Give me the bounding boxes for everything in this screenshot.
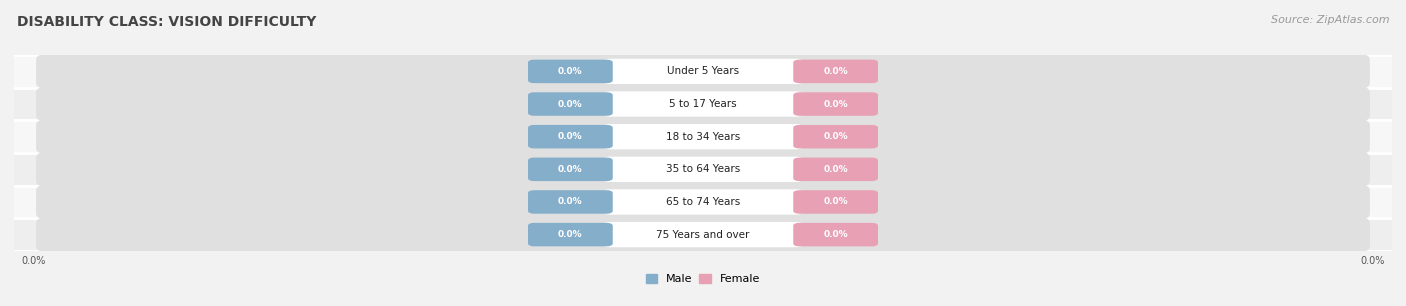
Bar — [14, 55, 1392, 88]
FancyBboxPatch shape — [603, 157, 803, 182]
Text: 0.0%: 0.0% — [824, 230, 848, 239]
FancyBboxPatch shape — [529, 223, 613, 246]
Text: 0.0%: 0.0% — [824, 99, 848, 109]
FancyBboxPatch shape — [37, 184, 1369, 220]
FancyBboxPatch shape — [793, 60, 877, 83]
Text: 0.0%: 0.0% — [824, 165, 848, 174]
FancyBboxPatch shape — [37, 217, 1369, 252]
FancyBboxPatch shape — [793, 223, 877, 246]
FancyBboxPatch shape — [793, 125, 877, 148]
FancyBboxPatch shape — [37, 119, 1369, 154]
Bar — [14, 120, 1392, 153]
Legend: Male, Female: Male, Female — [641, 269, 765, 289]
FancyBboxPatch shape — [529, 92, 613, 116]
FancyBboxPatch shape — [529, 125, 613, 148]
Text: 0.0%: 0.0% — [558, 197, 582, 207]
Text: 0.0%: 0.0% — [1361, 256, 1385, 266]
Text: 0.0%: 0.0% — [558, 230, 582, 239]
Text: 0.0%: 0.0% — [558, 67, 582, 76]
Text: DISABILITY CLASS: VISION DIFFICULTY: DISABILITY CLASS: VISION DIFFICULTY — [17, 15, 316, 29]
FancyBboxPatch shape — [37, 54, 1369, 89]
Text: 65 to 74 Years: 65 to 74 Years — [666, 197, 740, 207]
Text: 18 to 34 Years: 18 to 34 Years — [666, 132, 740, 142]
FancyBboxPatch shape — [603, 124, 803, 149]
FancyBboxPatch shape — [793, 190, 877, 214]
Text: 35 to 64 Years: 35 to 64 Years — [666, 164, 740, 174]
Text: 0.0%: 0.0% — [21, 256, 45, 266]
Bar — [14, 186, 1392, 218]
Text: Under 5 Years: Under 5 Years — [666, 66, 740, 76]
FancyBboxPatch shape — [603, 91, 803, 117]
FancyBboxPatch shape — [529, 60, 613, 83]
Text: 75 Years and over: 75 Years and over — [657, 230, 749, 240]
Text: 0.0%: 0.0% — [558, 165, 582, 174]
Bar — [14, 88, 1392, 120]
FancyBboxPatch shape — [603, 59, 803, 84]
Text: 5 to 17 Years: 5 to 17 Years — [669, 99, 737, 109]
Text: 0.0%: 0.0% — [824, 67, 848, 76]
Text: Source: ZipAtlas.com: Source: ZipAtlas.com — [1271, 15, 1389, 25]
Bar — [14, 218, 1392, 251]
Text: 0.0%: 0.0% — [824, 197, 848, 207]
FancyBboxPatch shape — [793, 92, 877, 116]
Text: 0.0%: 0.0% — [824, 132, 848, 141]
FancyBboxPatch shape — [603, 222, 803, 247]
FancyBboxPatch shape — [529, 190, 613, 214]
Text: 0.0%: 0.0% — [558, 132, 582, 141]
FancyBboxPatch shape — [529, 158, 613, 181]
FancyBboxPatch shape — [37, 152, 1369, 187]
FancyBboxPatch shape — [793, 158, 877, 181]
FancyBboxPatch shape — [603, 189, 803, 215]
FancyBboxPatch shape — [37, 86, 1369, 122]
Bar — [14, 153, 1392, 186]
Text: 0.0%: 0.0% — [558, 99, 582, 109]
